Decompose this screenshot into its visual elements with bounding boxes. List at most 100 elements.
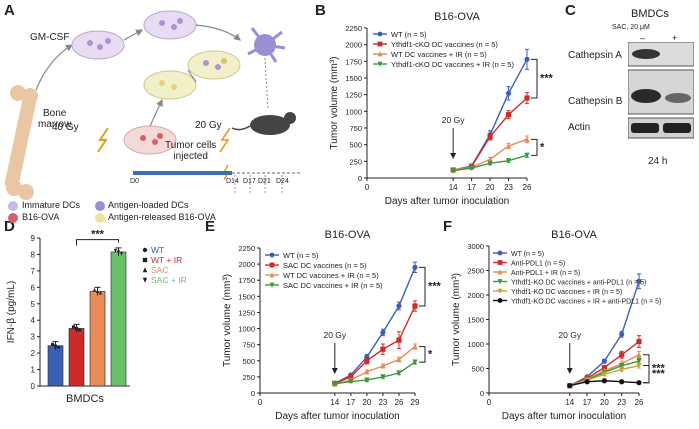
panel-c-lane-minus: – <box>640 33 646 43</box>
data-point <box>505 142 512 149</box>
y-tick-label: 2000 <box>467 291 484 300</box>
annotation-label: 20 Gy <box>558 330 581 340</box>
legend-marker <box>497 269 503 275</box>
data-point <box>380 362 386 369</box>
x-axis-label: BMDCs <box>66 393 104 405</box>
bone-icon <box>4 85 38 200</box>
data-point <box>412 343 418 350</box>
timeline-d17: D17 <box>243 178 256 185</box>
legend-antigen-loaded: Antigen-loaded DCs <box>108 200 189 210</box>
panel-letter-a: A <box>4 2 15 19</box>
label-40gy: 40 Gy <box>52 122 79 133</box>
panel-letter-b: B <box>315 2 326 19</box>
lightning-20gy-icon <box>219 127 231 153</box>
x-tick-label: 26 <box>523 183 532 192</box>
x-tick-label: 0 <box>487 398 492 407</box>
legend-marker <box>269 272 275 278</box>
label-bone-marrow: Bone marrow <box>38 108 72 130</box>
legend-marker <box>269 282 275 288</box>
data-point <box>332 381 338 388</box>
band-label-cathepsin-b: Cathepsin B <box>568 96 623 107</box>
data-point <box>636 338 642 345</box>
sig-bracket <box>76 239 119 246</box>
x-axis-label: Days after tumor inoculation <box>385 196 510 207</box>
bar-2 <box>89 291 106 387</box>
panel-c-lane-plus: + <box>672 33 678 43</box>
sig-bracket <box>643 365 650 384</box>
x-tick-label: 17 <box>346 398 355 407</box>
data-point <box>619 379 625 385</box>
dish-top-icon <box>143 10 197 40</box>
data-point <box>380 346 386 352</box>
data-point <box>412 303 418 309</box>
dish-antigen-loaded-icon <box>187 50 241 80</box>
x-tick-label: 17 <box>583 398 592 407</box>
y-tick-label: 250 <box>242 373 255 382</box>
data-point <box>487 134 493 140</box>
legend-icons-row2 <box>8 213 105 223</box>
legend-marker <box>377 51 383 57</box>
data-point <box>348 378 354 385</box>
x-tick-label: 20 <box>362 398 371 407</box>
y-tick-label: 1000 <box>345 107 362 116</box>
data-point <box>487 160 493 167</box>
y-tick-label: 750 <box>349 124 362 133</box>
data-point <box>524 152 530 159</box>
data-point <box>469 165 475 172</box>
y-tick-label: 0 <box>251 389 255 398</box>
y-tick-label: 2500 <box>467 267 484 276</box>
data-point <box>505 112 512 118</box>
data-point <box>601 378 607 384</box>
legend-marker <box>142 267 148 273</box>
y-axis-label: IFN-β (pg/mL) <box>6 281 17 343</box>
legend-label-1: SAC DC vaccines (n = 5) <box>283 261 367 270</box>
legend-label-3: SAC DC vaccines + IR (n = 5) <box>283 281 383 290</box>
sig-label: *** <box>652 363 666 375</box>
sig-bracket <box>531 58 538 99</box>
data-point <box>524 56 530 62</box>
legend-marker <box>142 247 148 253</box>
data-point <box>396 370 402 377</box>
legend-immature-dcs-icon <box>8 201 18 211</box>
y-tick-label: 1500 <box>345 74 362 83</box>
legend-marker <box>497 260 503 265</box>
x-tick-label: 20 <box>486 183 495 192</box>
chart-title: B16-OVA <box>434 11 480 23</box>
legend-label-4: Ythdf1-KO DC vaccines + IR (n = 5) <box>511 289 622 296</box>
y-tick-label: 0 <box>31 382 36 391</box>
data-point <box>364 368 370 375</box>
legend-marker <box>497 298 503 303</box>
y-tick-label: 3000 <box>467 242 484 251</box>
legend-marker <box>269 252 275 258</box>
replicate-point <box>53 344 58 348</box>
x-tick-label: 29 <box>411 398 420 407</box>
replicate-point <box>71 325 76 329</box>
series-line-2 <box>334 346 416 385</box>
data-point <box>636 358 642 365</box>
y-tick-label: 3 <box>31 333 36 342</box>
series-line-1 <box>334 305 416 384</box>
data-point <box>364 358 370 364</box>
sig-bracket <box>643 354 650 384</box>
sig-label: *** <box>91 229 105 241</box>
x-tick-label: 14 <box>565 398 574 407</box>
panel-b-chart: B16-OVA 0 250 500 750 1000 1250 1500 1750 2000 225… <box>329 11 554 207</box>
replicate-point <box>119 251 124 256</box>
x-axis-label: Days after tumor inoculation <box>275 411 400 422</box>
x-tick-label: 14 <box>330 398 339 407</box>
replicate-point <box>116 250 121 255</box>
legend-immature-dcs: Immature DCs <box>22 200 81 210</box>
legend-b16-icon <box>8 213 18 223</box>
data-point <box>601 358 607 364</box>
y-tick-label: 6 <box>31 283 36 292</box>
legend-label-3: Ythdf1-KO DC vaccines + anti-PDL1 (n = 5… <box>511 280 646 287</box>
dish-antigen-released-icon <box>143 70 197 100</box>
sig-label: *** <box>540 73 554 85</box>
legend-label-1: WT + IR <box>151 255 182 265</box>
data-point <box>348 374 354 380</box>
y-tick-label: 500 <box>471 365 484 374</box>
x-tick-label: 23 <box>504 183 513 192</box>
annotation-arrowhead <box>331 368 338 374</box>
data-point <box>584 379 590 385</box>
series-line-0 <box>334 267 416 384</box>
